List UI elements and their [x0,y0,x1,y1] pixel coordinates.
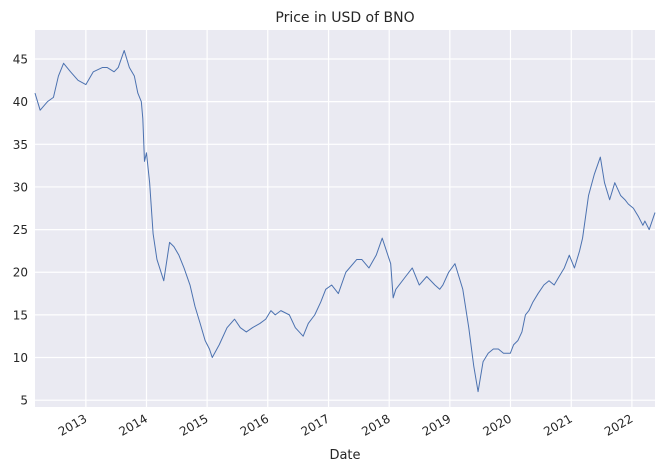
y-tick-label: 40 [13,95,28,109]
y-tick-label: 5 [20,394,28,408]
x-tick-label: 2021 [541,411,574,438]
plot-background [35,30,655,407]
y-tick-label: 45 [13,53,28,67]
y-tick-label: 10 [13,351,28,365]
y-tick-label: 25 [13,223,28,237]
series-layer [34,49,656,393]
x-tick-label: 2014 [117,411,150,438]
price-line [34,49,656,393]
x-tick-label: 2018 [359,411,392,438]
x-tick-label: 2017 [299,411,332,438]
x-tick-label: 2013 [56,411,89,438]
y-tick-label: 15 [13,308,28,322]
chart-title: Price in USD of BNO [275,10,414,26]
x-axis-label: Date [329,448,360,463]
x-tick-label: 2015 [177,411,210,438]
x-tick-label: 2019 [420,411,453,438]
y-tick-label: 20 [13,266,28,280]
x-tick-label: 2016 [238,411,271,438]
y-tick-label: 30 [13,180,28,194]
grid-lines [35,30,655,407]
y-axis-tick-labels: 5 10 15 20 25 30 35 40 45 [13,53,28,408]
x-tick-label: 2020 [481,411,514,438]
x-tick-label: 2022 [602,411,635,438]
x-axis-tick-labels: 2013 2014 2015 2016 2017 2018 2019 2020 2021 2022 [56,411,636,438]
y-tick-label: 35 [13,138,28,152]
